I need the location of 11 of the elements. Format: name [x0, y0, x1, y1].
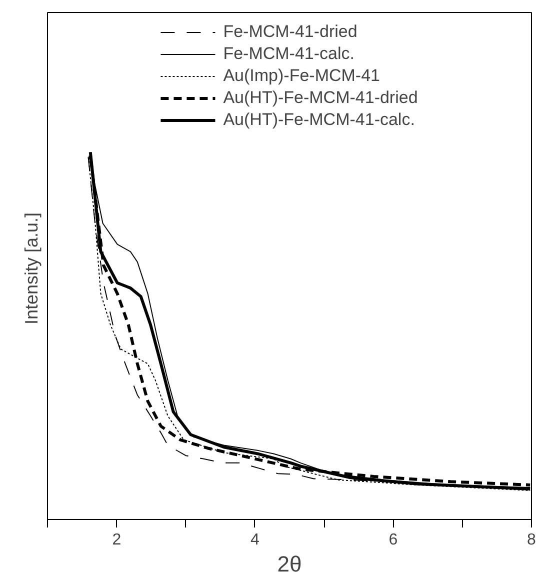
x-tick-label: 2 [112, 532, 122, 548]
x-axis-title: 2θ [277, 552, 302, 576]
legend-label: Fe-MCM-41-dried [223, 22, 358, 42]
legend-label: Au(HT)-Fe-MCM-41-dried [223, 88, 418, 108]
x-tick-label: 6 [388, 532, 398, 548]
x-tick-label: 8 [527, 532, 536, 548]
y-axis-title: Intensity [a.u.] [22, 212, 42, 325]
legend-label: Au(HT)-Fe-MCM-41-calc. [223, 110, 415, 130]
legend-label: Au(Imp)-Fe-MCM-41 [223, 66, 380, 86]
x-tick-label: 4 [250, 532, 260, 548]
legend-label: Fe-MCM-41-calc. [223, 44, 355, 64]
